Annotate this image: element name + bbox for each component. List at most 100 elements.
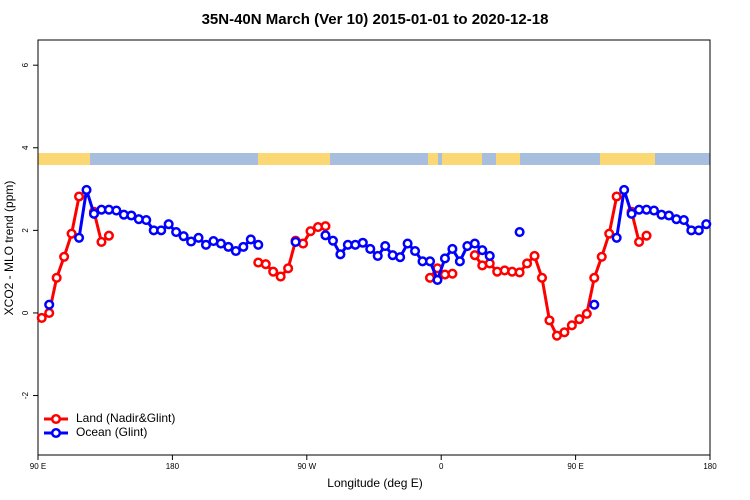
- legend-marker: [50, 413, 62, 425]
- point: [589, 299, 600, 310]
- point: [320, 221, 331, 232]
- point: [634, 236, 645, 247]
- point: [36, 312, 47, 323]
- point: [88, 208, 100, 219]
- point: [439, 253, 450, 264]
- y-tick-label: 4: [21, 145, 30, 150]
- land-strip: [496, 153, 520, 165]
- point: [66, 228, 77, 239]
- point: [648, 205, 660, 216]
- point: [559, 327, 570, 338]
- point: [275, 271, 286, 282]
- series: [36, 191, 652, 341]
- point: [641, 230, 652, 241]
- point: [581, 308, 592, 319]
- x-tick-label: 90 W: [297, 462, 316, 471]
- point: [253, 239, 264, 250]
- y-tick-label: 6: [21, 62, 30, 67]
- point: [544, 315, 555, 326]
- point: [245, 234, 256, 245]
- point: [365, 243, 376, 254]
- point: [454, 256, 465, 267]
- point: [469, 238, 480, 249]
- point: [611, 232, 622, 243]
- point: [335, 249, 346, 260]
- map-strip: [38, 153, 710, 165]
- point: [103, 230, 114, 241]
- point: [447, 268, 458, 279]
- point: [619, 184, 630, 195]
- chart-title: 35N-40N March (Ver 10) 2015-01-01 to 202…: [202, 11, 549, 28]
- legend: Land (Nadir&Glint)Ocean (Glint): [44, 411, 175, 439]
- point: [171, 226, 182, 238]
- ocean-strip: [38, 153, 710, 165]
- legend-label: Land (Nadir&Glint): [76, 411, 175, 425]
- point: [74, 232, 85, 243]
- x-tick-label: 90 E: [567, 462, 583, 471]
- point: [469, 250, 480, 261]
- point: [81, 184, 92, 195]
- plot-frame: [37, 39, 711, 456]
- point: [536, 272, 548, 283]
- point: [678, 214, 689, 226]
- point: [395, 252, 406, 263]
- y-tick-label: 2: [21, 228, 30, 233]
- y-tick-label: 0: [21, 310, 30, 315]
- y-tick-label: -2: [21, 391, 30, 399]
- point: [126, 210, 137, 221]
- point: [290, 236, 301, 247]
- point: [327, 235, 338, 246]
- point: [626, 208, 637, 219]
- land-strip: [38, 153, 90, 165]
- point: [44, 307, 55, 319]
- x-tick-label: 0: [439, 462, 444, 471]
- point: [74, 191, 85, 202]
- point: [260, 259, 271, 270]
- point: [283, 263, 294, 274]
- point: [230, 245, 241, 257]
- point: [477, 245, 488, 256]
- point: [604, 228, 615, 239]
- legend-marker: [50, 427, 62, 439]
- point: [611, 191, 622, 202]
- point: [305, 226, 316, 237]
- point: [663, 210, 674, 221]
- point: [693, 225, 704, 236]
- x-tick-label: 180: [166, 462, 180, 471]
- point: [163, 219, 174, 230]
- point: [410, 245, 421, 257]
- x-axis-label: Longitude (deg E): [327, 476, 422, 490]
- point: [529, 250, 540, 262]
- point: [424, 256, 436, 267]
- point: [357, 237, 368, 248]
- point: [380, 241, 391, 252]
- point: [111, 205, 122, 216]
- series: [44, 184, 712, 310]
- point: [178, 231, 189, 242]
- point: [200, 239, 212, 250]
- point: [44, 299, 55, 310]
- point: [514, 226, 525, 238]
- x-tick-label: 90 E: [30, 462, 46, 471]
- point: [432, 274, 443, 285]
- point: [447, 243, 458, 254]
- point: [484, 250, 495, 262]
- point: [596, 251, 607, 262]
- point: [320, 230, 331, 241]
- y-axis-label: XCO2 - MLO trend (ppm): [2, 181, 16, 316]
- point: [186, 236, 197, 247]
- point: [51, 272, 62, 283]
- point: [96, 236, 107, 247]
- land-strip: [442, 153, 482, 165]
- point: [223, 241, 234, 252]
- point: [566, 320, 577, 331]
- point: [268, 266, 279, 277]
- point: [402, 238, 413, 249]
- point: [514, 267, 525, 278]
- land-strip: [258, 153, 330, 165]
- point: [589, 272, 600, 283]
- land-strip: [600, 153, 655, 165]
- legend-label: Ocean (Glint): [76, 425, 147, 439]
